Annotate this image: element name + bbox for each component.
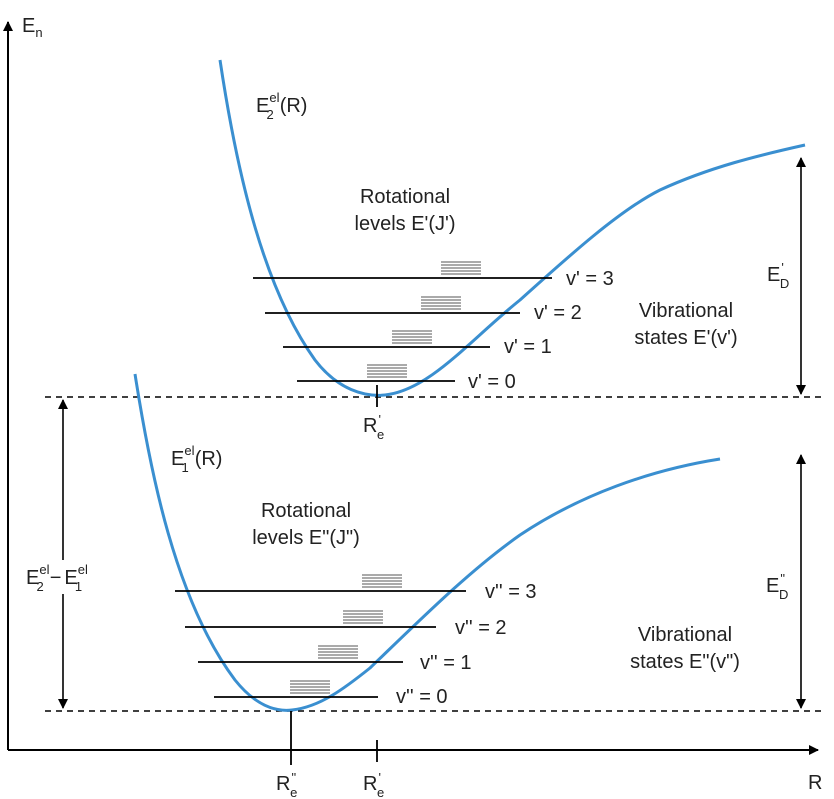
y-axis-label: En xyxy=(22,15,43,40)
electronic-gap-label-bg xyxy=(24,560,114,594)
lower-rotational-label-line1: Rotational xyxy=(261,500,351,522)
lower-potential-curve xyxy=(133,373,721,712)
lower-level-label-v0: v'' = 0 xyxy=(396,686,448,708)
upper-level-label-v2: v' = 2 xyxy=(534,302,582,324)
upper-rotational-stack-v1 xyxy=(392,330,432,344)
lower-rotational-stack-v1 xyxy=(318,645,358,659)
upper-dissociation-label: E' D xyxy=(767,260,789,291)
upper-rotational-stack-v2 xyxy=(421,296,461,310)
upper-equilibrium-label: R' e xyxy=(363,412,384,442)
upper-potential-label: Eel 2 (R) xyxy=(256,90,307,122)
electronic-gap-label: Eel 2− Eel 1 xyxy=(26,562,88,594)
upper-rotational-stack-v0 xyxy=(367,364,407,378)
lower-level-label-v2: v'' = 2 xyxy=(455,617,507,639)
x-axis-label: R xyxy=(808,772,822,794)
lower-vibrational-label-line2: states E"(v") xyxy=(630,651,740,673)
upper-level-label-v0: v' = 0 xyxy=(468,371,516,393)
lower-level-label-v1: v'' = 1 xyxy=(420,652,472,674)
lower-rotational-stack-v3 xyxy=(362,574,402,588)
lower-level-label-v3: v'' = 3 xyxy=(485,581,537,603)
lower-dissociation-label: E" D xyxy=(766,571,788,602)
upper-rotational-label-line1: Rotational xyxy=(360,186,450,208)
upper-potential-curve xyxy=(218,59,806,397)
lower-rotational-stack-v0 xyxy=(290,680,330,694)
upper-rotational-label-line2: levels E'(J') xyxy=(355,213,456,235)
upper-vibrational-label-line1: Vibrational xyxy=(639,300,733,322)
upper-vibrational-label-line2: states E'(v') xyxy=(634,327,737,349)
upper-rotational-stack-v3 xyxy=(441,261,481,275)
upper-level-label-v1: v' = 1 xyxy=(504,336,552,358)
lower-potential-label: Eel 1 (R) xyxy=(171,443,222,475)
lower-equilibrium-label: R" e xyxy=(276,770,297,799)
lower-vibrational-label-line1: Vibrational xyxy=(638,624,732,646)
upper-equilibrium-bottom-label: R' e xyxy=(363,770,384,799)
lower-rotational-label-line2: levels E"(J") xyxy=(252,527,360,549)
upper-level-label-v3: v' = 3 xyxy=(566,268,614,290)
lower-rotational-stack-v2 xyxy=(343,610,383,624)
